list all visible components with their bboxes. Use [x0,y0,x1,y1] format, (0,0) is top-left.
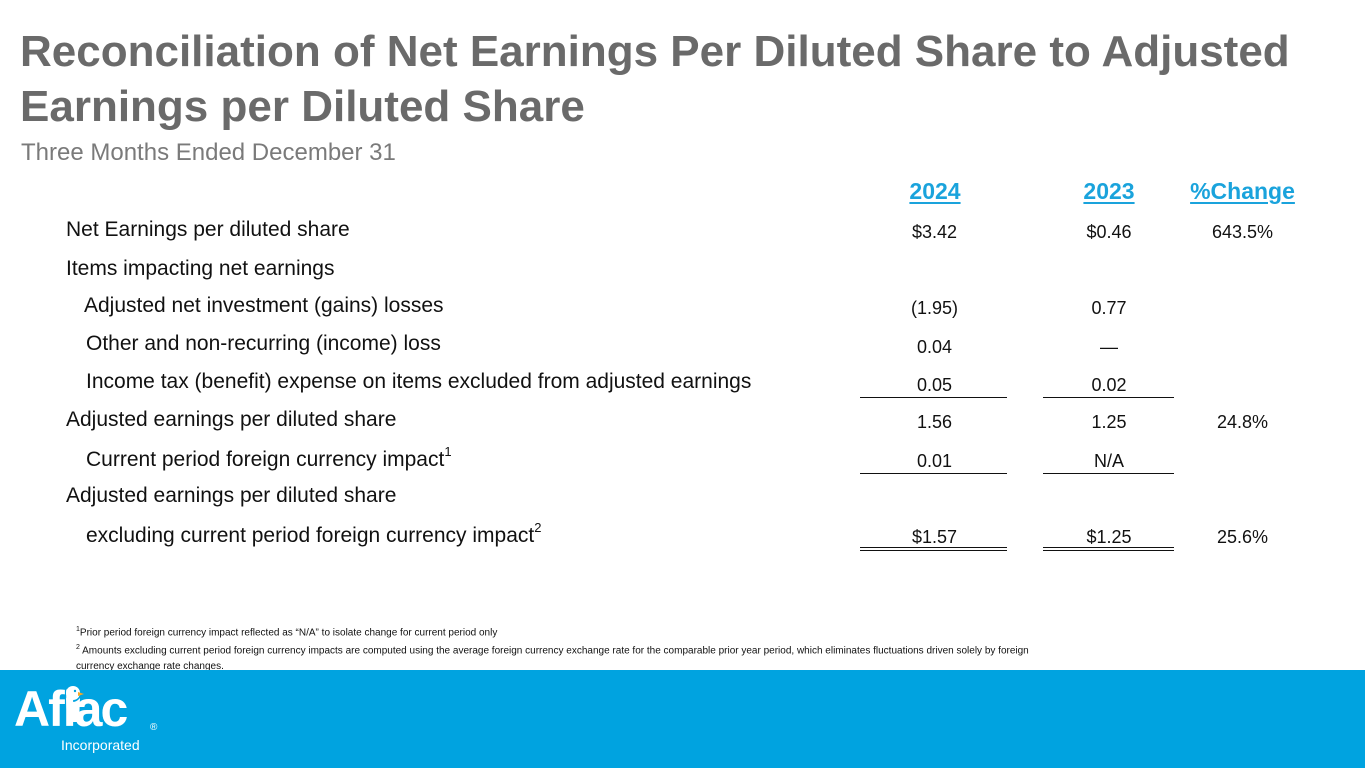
table-row: Items impacting net earnings [0,257,1365,287]
table-row: Adjusted net investment (gains) losses (… [0,294,1365,324]
page-subtitle: Three Months Ended December 31 [21,139,396,166]
row-value-2024: 0.04 [916,337,953,357]
table-row: Current period foreign currency impact1 … [0,444,1365,476]
row-value-change: 643.5% [1211,222,1274,242]
footnote-1: 1Prior period foreign currency impact re… [76,626,498,639]
table-row: Adjusted earnings per diluted share [0,484,1365,514]
row-value-2024: 1.56 [916,412,953,432]
duck-icon [66,686,84,722]
row-value-2023: 0.02 [1091,375,1127,395]
total-double-rule [860,550,1007,551]
footer-bar: Aflac ® Incorporated [0,670,1365,768]
row-value-2023: $0.46 [1086,222,1132,242]
row-value-change: 25.6% [1216,527,1269,547]
row-value-2023: $1.25 [1086,527,1132,547]
row-value-2023: — [1100,337,1118,357]
column-header-2024: 2024 [909,178,961,204]
row-value-2023: 0.77 [1091,298,1127,318]
row-value-2023: N/A [1093,451,1124,471]
row-value-2023: 1.25 [1091,412,1127,432]
row-value-2024: (1.95) [910,298,959,318]
column-header-2023: 2023 [1083,178,1135,204]
row-value-2024: 0.01 [916,451,953,471]
row-label: Adjusted net investment (gains) losses [84,294,444,317]
logo-subtitle: Incorporated [61,737,140,753]
table-row: Adjusted earnings per diluted share 1.56… [0,408,1365,438]
total-double-rule [1043,550,1174,551]
table-row: excluding current period foreign currenc… [0,520,1365,552]
subtotal-rule [1043,397,1174,398]
table-row: Other and non-recurring (income) loss 0.… [0,332,1365,362]
row-label: Net Earnings per diluted share [66,218,350,241]
footnotes: 1Prior period foreign currency impact re… [76,622,1066,674]
registered-mark: ® [150,722,158,733]
table-row: Net Earnings per diluted share $3.42 $0.… [0,218,1365,248]
row-label: Adjusted earnings per diluted share [66,408,397,431]
row-value-2024: $3.42 [911,222,958,242]
row-label: excluding current period foreign currenc… [86,520,542,547]
page-title: Reconciliation of Net Earnings Per Dilut… [20,27,1290,131]
table-row: Income tax (benefit) expense on items ex… [0,370,1365,400]
row-label: Other and non-recurring (income) loss [86,332,441,355]
subtotal-rule [860,473,1007,474]
row-label: Items impacting net earnings [66,257,335,280]
subtotal-rule [1043,473,1174,474]
total-double-rule [860,547,1007,548]
subtotal-rule [860,397,1007,398]
column-header-change: %Change [1190,178,1295,204]
footnote-marker: 2 [534,520,542,535]
row-label: Income tax (benefit) expense on items ex… [86,370,752,393]
row-value-2024: 0.05 [916,375,953,395]
total-double-rule [1043,547,1174,548]
row-value-2024: $1.57 [911,527,958,547]
row-value-change: 24.8% [1216,412,1269,432]
footnote-marker: 1 [444,444,452,459]
footnote-2: 2 Amounts excluding current period forei… [76,644,1029,672]
row-label: Current period foreign currency impact1 [86,444,452,471]
row-label: Adjusted earnings per diluted share [66,484,397,507]
